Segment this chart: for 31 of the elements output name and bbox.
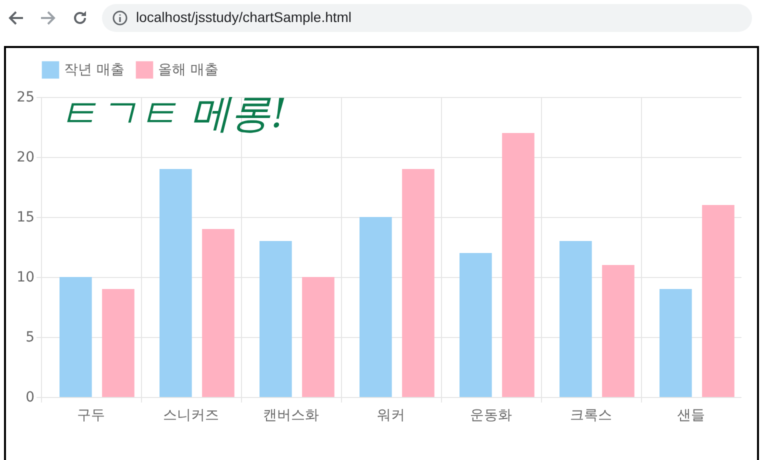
y-tick-label: 10 (16, 270, 34, 286)
y-tick-label: 25 (16, 90, 34, 106)
bar (702, 205, 734, 397)
bar (602, 265, 634, 397)
bar (502, 133, 534, 397)
x-tick-label: 캔버스화 (263, 408, 319, 424)
bar (402, 169, 434, 397)
bar (660, 289, 692, 397)
bar (302, 277, 334, 397)
x-tick-label: 샌들 (677, 408, 705, 424)
x-tick-label: 구두 (77, 408, 105, 424)
bar (360, 217, 392, 397)
y-tick-label: 5 (26, 330, 34, 346)
bar (102, 289, 134, 397)
x-tick-label: 크록스 (570, 408, 612, 424)
bar (560, 241, 592, 397)
y-tick-label: 20 (16, 150, 34, 166)
bar (260, 241, 292, 397)
y-tick-label: 15 (16, 210, 34, 226)
legend-label: 올해 매출 (158, 62, 218, 78)
bar (460, 253, 492, 397)
text: localhost/jsstudy/chartSample.html (136, 9, 352, 25)
x-tick-label: 스니커즈 (163, 408, 219, 424)
x-tick-label: 운동화 (470, 408, 512, 424)
bar (60, 277, 92, 397)
annotation: ㅌㄱㅌ 메롱! (58, 90, 287, 139)
legend-label: 작년 매출 (64, 62, 124, 78)
y-tick-label: 0 (26, 390, 34, 406)
bar (202, 229, 234, 397)
x-tick-label: 워커 (377, 408, 405, 424)
bar (160, 169, 192, 397)
